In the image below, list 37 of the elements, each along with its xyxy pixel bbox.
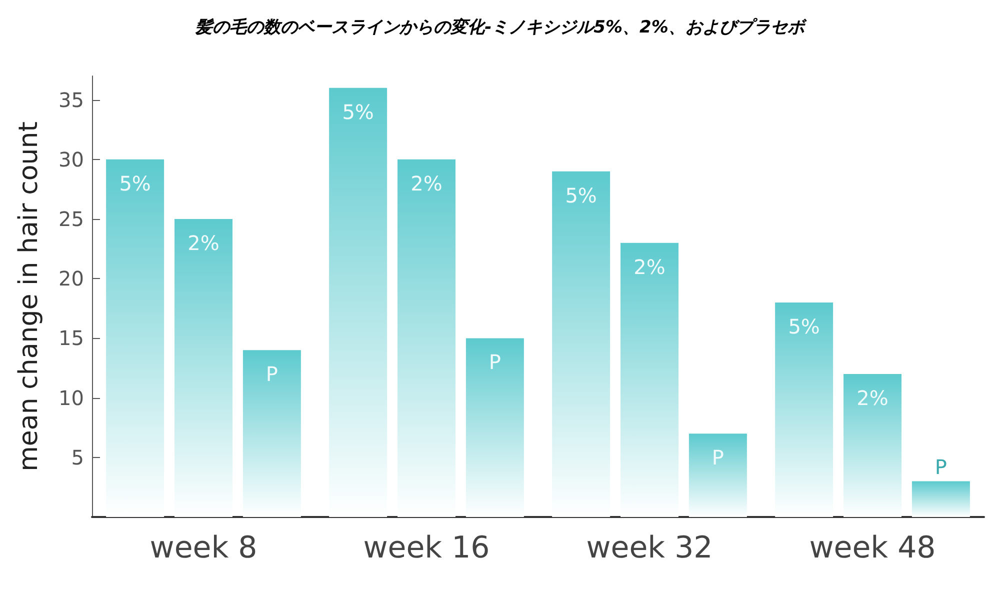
series-label: 5% (119, 171, 151, 196)
text: P (488, 350, 501, 374)
bar (912, 481, 970, 517)
bar (174, 219, 232, 517)
text: 5% (788, 314, 820, 338)
y-tick-label: 10 (58, 386, 84, 410)
x-tick-label: week 48 (809, 530, 936, 566)
bar (552, 171, 610, 517)
bar (688, 434, 747, 517)
bar (775, 302, 834, 517)
text: 2% (634, 254, 666, 279)
text: P (266, 362, 278, 386)
chart-title: 髪の毛の数のベースラインからの変化-ミノキシジル5%、2%、およびプラセボ (194, 18, 808, 38)
bar (466, 338, 524, 517)
text: 5% (342, 100, 374, 124)
x-tick-label: week 8 (150, 530, 258, 566)
bar (329, 88, 388, 517)
y-tick-label: 30 (58, 147, 84, 172)
text: P (712, 446, 724, 470)
y-tick-label: 20 (58, 266, 84, 291)
bar (620, 242, 678, 517)
bar (106, 159, 164, 517)
bar (398, 159, 456, 517)
x-tick-label: week 16 (363, 530, 490, 566)
x-tick-label: week 32 (586, 530, 713, 566)
series-label: 2% (188, 231, 220, 256)
y-tick-label: 15 (58, 326, 84, 350)
bar (844, 374, 902, 517)
y-axis-title: mean change in hair count (14, 122, 44, 472)
series-label: P (934, 455, 947, 480)
y-tick-label: 35 (58, 88, 84, 112)
text: 5% (565, 183, 597, 208)
y-tick-label: 5 (71, 445, 84, 470)
bar (242, 350, 301, 517)
text: 2% (856, 386, 888, 410)
y-tick-label: 25 (58, 207, 84, 232)
text: 2% (410, 171, 442, 196)
